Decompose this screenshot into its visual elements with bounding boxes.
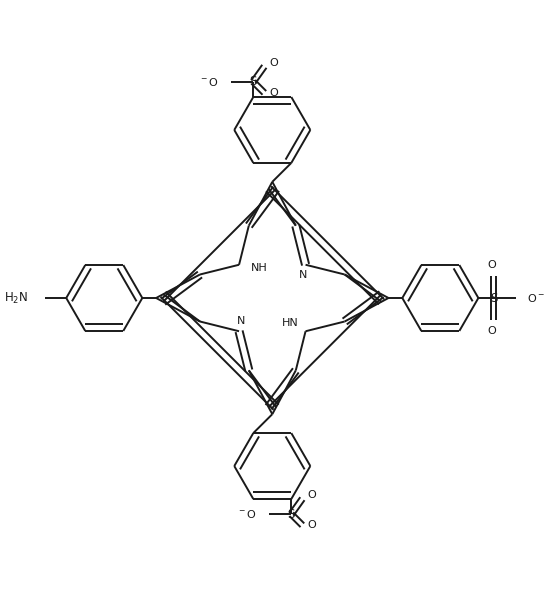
Text: N: N (237, 316, 245, 326)
Text: O: O (307, 520, 316, 530)
Text: S: S (490, 291, 497, 305)
Text: HN: HN (282, 318, 299, 328)
Text: H$_2$N: H$_2$N (4, 290, 28, 306)
Text: S: S (250, 75, 257, 88)
Text: O: O (269, 58, 278, 68)
Text: NH: NH (251, 263, 268, 273)
Text: $^-$O: $^-$O (238, 508, 258, 520)
Text: S: S (288, 508, 295, 521)
Text: O: O (269, 88, 278, 98)
Text: $^-$O: $^-$O (199, 76, 219, 88)
Text: O: O (307, 491, 316, 500)
Text: O: O (487, 260, 496, 271)
Text: N: N (299, 270, 308, 280)
Text: O$^-$: O$^-$ (527, 292, 545, 304)
Text: O: O (487, 325, 496, 336)
